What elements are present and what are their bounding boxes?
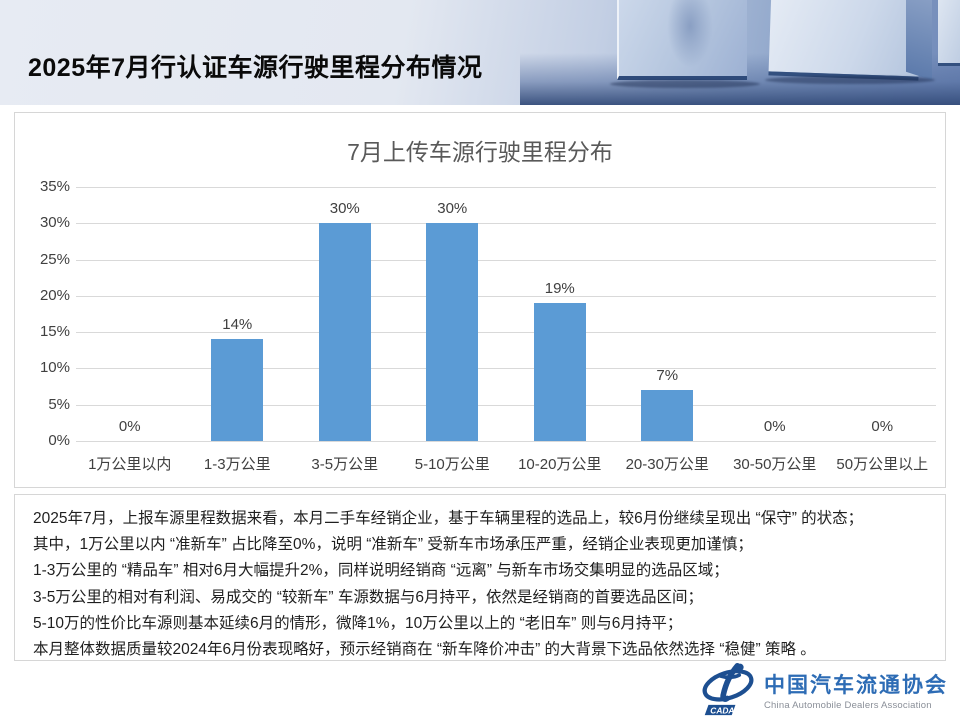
cada-logo-text: CADA — [710, 705, 734, 715]
bar-value-label: 7% — [656, 367, 679, 385]
x-category-label: 1万公里以内 — [88, 456, 172, 473]
decorative-cube-icon — [768, 0, 922, 81]
chart-panel: 7月上传车源行驶里程分布 0% 5% 10% 15% 20% 25% 30% 35% 0% 1万公… — [14, 112, 946, 488]
bar-value-label: 0% — [118, 418, 141, 435]
analysis-panel: 2025年7月，上报车源里程数据来看，本月二手车经销企业，基于车辆里程的选品上，… — [14, 494, 946, 661]
analysis-line: 其中，1万公里以内 “准新车” 占比降至0%，说明 “准新车” 受新车市场承压严… — [33, 536, 753, 554]
y-tick-label: 35% — [39, 178, 70, 195]
y-tick-label: 15% — [39, 323, 70, 341]
y-tick-label: 5% — [48, 395, 70, 413]
x-category-label: 1-3万公里 — [203, 456, 271, 473]
y-tick-label: 10% — [39, 359, 70, 377]
y-tick-label: 0% — [48, 432, 70, 449]
x-category-label: 10-20万公里 — [518, 456, 602, 473]
analysis-line: 3-5万公里的相对有利润、易成交的 “较新车” 车源数据与6月持平，依然是经销商… — [33, 588, 703, 606]
bar-value-label: 19% — [544, 280, 575, 298]
bar — [641, 390, 694, 441]
gridline — [76, 187, 936, 188]
analysis-line: 本月整体数据质量较2024年6月份表现略好，预示经销商在 “新车降价冲击” 的大… — [33, 641, 816, 659]
gridline — [76, 259, 936, 261]
cube-shadow — [610, 80, 760, 88]
gridline — [76, 441, 936, 442]
footer: CADA 中国汽车流通协会 China Automobile Dealers A… — [700, 662, 948, 718]
bar-column: 14% 1-3万公里 — [184, 187, 292, 473]
gridline — [76, 404, 936, 406]
analysis-line: 5-10万的性价比车源则基本延续6月的情形，微降1%，10万公里以上的 “老旧车… — [33, 614, 683, 632]
bar-column: 0% 1万公里以内 — [76, 187, 184, 473]
bar-column: 0% 30-50万公里 — [721, 187, 829, 473]
bar-value-label: 0% — [871, 418, 894, 435]
analysis-line: 1-3万公里的 “精品车” 相对6月大幅提升2%，同样说明经销商 “远离” 与新… — [33, 562, 729, 580]
gridline — [76, 368, 936, 370]
analysis-line: 2025年7月，上报车源里程数据来看，本月二手车经销企业，基于车辆里程的选品上，… — [33, 510, 864, 527]
bar-column: 30% 3-5万公里 — [291, 187, 399, 473]
bar-value-label: 0% — [763, 418, 786, 435]
cada-logo-icon: CADA — [702, 663, 754, 715]
org-name-cn: 中国汽车流通协会 — [764, 673, 948, 697]
bar-value-label: 30% — [437, 200, 468, 218]
x-category-label: 30-50万公里 — [733, 456, 817, 473]
bar — [211, 339, 264, 441]
bar — [318, 223, 371, 441]
x-category-label: 5-10万公里 — [414, 456, 490, 473]
bar-value-label: 14% — [222, 316, 253, 334]
x-category-label: 20-30万公里 — [625, 456, 709, 473]
decorative-cube-side — [906, 0, 932, 81]
x-category-label: 50万公里以上 — [836, 456, 929, 473]
gridline — [76, 332, 936, 334]
bar — [533, 303, 586, 441]
bar-value-label: 30% — [329, 200, 360, 218]
cube-shadow — [765, 76, 935, 84]
bar-column: 30% 5-10万公里 — [399, 187, 507, 473]
slide-header: 2025年7月行认证车源行驶里程分布情况 — [0, 0, 960, 105]
x-category-label: 3-5万公里 — [311, 456, 379, 473]
y-tick-label: 30% — [39, 214, 70, 232]
plot-area: 0% 5% 10% 15% 20% 25% 30% 35% 0% 1万公里以内 14% 1-3万公里 3… — [40, 178, 937, 473]
bar-column: 19% 10-20万公里 — [506, 187, 614, 473]
y-tick-label: 25% — [39, 250, 70, 268]
bar — [426, 223, 479, 441]
decorative-cube-icon — [938, 0, 960, 66]
bar-column: 0% 50万公里以上 — [829, 187, 937, 473]
gridline — [76, 295, 936, 297]
bar-column: 7% 20-30万公里 — [614, 187, 722, 473]
chart-title: 7月上传车源行驶里程分布 — [347, 139, 613, 165]
y-tick-label: 20% — [39, 286, 70, 304]
decorative-cube-icon — [617, 0, 747, 80]
gridline — [76, 223, 936, 225]
page-title: 2025年7月行认证车源行驶里程分布情况 — [28, 54, 483, 82]
org-name-en: China Automobile Dealers Association — [764, 700, 932, 711]
